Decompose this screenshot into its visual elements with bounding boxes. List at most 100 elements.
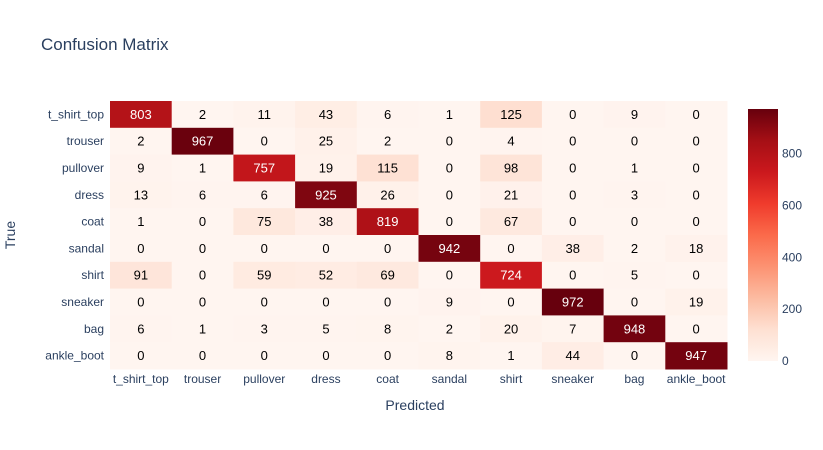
cell-value-label: 0 [446,187,453,202]
heatmap-cell [110,288,173,316]
heatmap-cell [541,127,605,156]
cell-value-label: 19 [689,295,703,310]
heatmap-cell [233,181,296,209]
cell-value-label: 0 [322,348,329,363]
heatmap-cell [171,288,234,316]
cell-value-label: 19 [319,161,333,176]
heatmap-cell [480,342,543,370]
heatmap-cell [295,127,358,156]
heatmap-cell [295,154,358,182]
heatmap-cell [171,101,234,129]
heatmap-cell [418,127,481,156]
cell-value-label: 18 [689,241,703,256]
heatmap-cell [171,261,234,290]
cell-value-label: 1 [507,348,514,363]
cell-value-label: 0 [693,107,700,122]
cell-value-label: 0 [569,187,576,202]
cell-value-label: 0 [693,268,700,283]
heatmap-cell [418,288,481,316]
y-axis-title: True [2,221,18,249]
cell-value-label: 0 [137,295,144,310]
heatmap-cell [233,208,296,236]
heatmap-cell [603,235,666,263]
heatmap-cell [665,154,728,182]
heatmap-cell [418,342,481,370]
cell-value-label: 52 [319,268,333,283]
heatmap-cell [110,154,173,182]
colorbar-tick-label: 0 [782,354,789,368]
cell-value-label: 0 [322,241,329,256]
cell-value-label: 9 [137,161,144,176]
cell-value-label: 0 [199,295,206,310]
heatmap-cell [356,181,419,209]
cell-value-label: 0 [507,241,514,256]
x-tick-label: ankle_boot [667,372,726,386]
cell-value-label: 38 [319,214,333,229]
heatmap-cell [110,208,173,236]
cell-value-label: 2 [137,134,144,149]
colorbar-tick-label: 400 [782,250,802,264]
cell-value-label: 0 [569,134,576,149]
cell-value-label: 0 [693,321,700,336]
cell-value-label: 59 [257,268,271,283]
cell-value-label: 972 [562,295,584,310]
heatmap-cell [603,261,666,290]
heatmap-cell [356,342,419,370]
cell-value-label: 0 [631,295,638,310]
cell-value-label: 0 [446,214,453,229]
heatmap-cell [665,342,728,370]
heatmap-cell [418,235,481,263]
cell-value-label: 0 [693,187,700,202]
heatmap-cell [418,315,481,343]
y-tick-label: pullover [62,161,104,175]
cell-value-label: 75 [257,214,271,229]
cell-value-label: 0 [322,295,329,310]
heatmap-cell [665,127,728,156]
colorbar-ticks: 0 200 400 600 800 [782,147,802,368]
cell-value-label: 2 [384,134,391,149]
cell-value-label: 26 [380,187,394,202]
heatmap-cell [356,101,419,129]
cell-value-label: 44 [566,348,580,363]
cell-value-label: 0 [631,134,638,149]
heatmap-cell [480,261,543,290]
cell-value-label: 0 [261,134,268,149]
heatmap-cell [665,181,728,209]
cell-value-label: 0 [137,241,144,256]
cell-value-label: 91 [134,268,148,283]
cell-value-label: 1 [137,214,144,229]
cell-value-label: 20 [504,321,518,336]
heatmap-cell [110,181,173,209]
cell-value-label: 0 [446,161,453,176]
cell-value-label: 757 [253,161,275,176]
x-tick-label: bag [624,372,644,386]
cell-value-label: 0 [569,161,576,176]
heatmap-cell [171,208,234,236]
cell-value-label: 947 [685,348,707,363]
heatmap-cell [665,315,728,343]
cell-value-label: 98 [504,161,518,176]
heatmap-cell [233,127,296,156]
y-tick-label: sandal [69,241,104,255]
cell-value-label: 9 [446,295,453,310]
x-tick-label: coat [376,372,399,386]
heatmap-cell [541,208,605,236]
cell-value-label: 7 [569,321,576,336]
y-tick-label: shirt [81,268,104,282]
heatmap-cell [233,261,296,290]
heatmap-cell [233,342,296,370]
cell-value-label: 803 [130,107,152,122]
heatmap-cell [171,342,234,370]
heatmap-cell [110,315,173,343]
cell-value-label: 0 [384,241,391,256]
cell-value-label: 13 [134,187,148,202]
x-tick-label: shirt [500,372,523,386]
heatmap-cell [603,154,666,182]
cell-value-label: 0 [693,214,700,229]
cell-value-label: 0 [507,295,514,310]
x-tick-label: trouser [184,372,221,386]
colorbar: 0 200 400 600 800 [748,109,802,368]
heatmap-cell [480,154,543,182]
